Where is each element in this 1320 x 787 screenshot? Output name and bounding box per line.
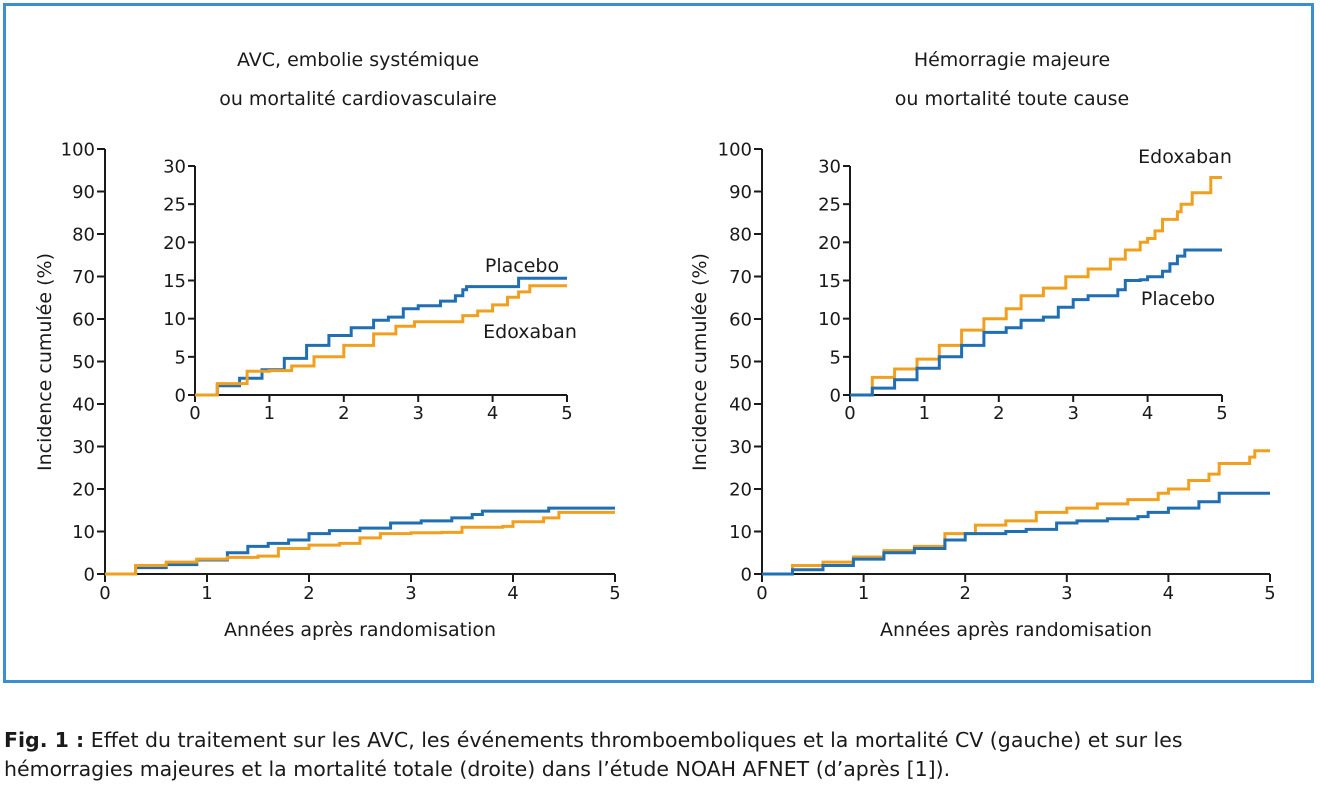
- main-y-tick-label: 60: [729, 309, 752, 330]
- inset-series-edoxaban: [195, 284, 567, 397]
- x-axis-label: Années après randomisation: [880, 619, 1152, 641]
- series-label-edoxaban: Edoxaban: [1138, 146, 1232, 168]
- caption-text: Effet du traitement sur les AVC, les évé…: [4, 728, 1183, 781]
- main-x-tick-label: 4: [507, 583, 518, 604]
- main-x-tick-label: 1: [858, 583, 869, 604]
- main-y-tick-label: 100: [61, 139, 95, 160]
- figure-caption: Fig. 1 : Effet du traitement sur les AVC…: [4, 726, 1316, 784]
- inset-y-tick-label: 5: [175, 347, 186, 368]
- inset-x-tick-label: 2: [338, 403, 349, 424]
- inset-y-tick-label: 0: [830, 385, 841, 406]
- main-y-tick-label: 80: [729, 224, 752, 245]
- series-label-edoxaban: Edoxaban: [483, 321, 577, 343]
- inset-x-tick-label: 1: [919, 403, 930, 424]
- chart-title-line: ou mortalité cardiovasculaire: [219, 88, 497, 110]
- series-label-placebo: Placebo: [485, 255, 559, 277]
- main-y-tick-label: 70: [729, 267, 752, 288]
- main-y-tick-label: 90: [729, 182, 752, 203]
- main-x-tick-label: 3: [405, 583, 416, 604]
- main-x-tick-label: 0: [756, 583, 767, 604]
- main-x-tick-label: 2: [959, 583, 970, 604]
- main-y-tick-label: 100: [718, 139, 752, 160]
- inset-y-tick-label: 20: [163, 233, 186, 254]
- main-x-tick-label: 0: [99, 583, 110, 604]
- main-series-placebo: [762, 491, 1270, 576]
- main-x-tick-label: 4: [1163, 583, 1174, 604]
- inset-y-tick-label: 0: [175, 385, 186, 406]
- panel-right: Hémorragie majeure ou mortalité toute cau…: [689, 49, 1276, 641]
- inset-x-tick-label: 5: [1216, 403, 1227, 424]
- inset-y-tick-label: 15: [818, 271, 841, 292]
- main-y-tick-label: 30: [72, 437, 95, 458]
- chart-title-line: AVC, embolie systémique: [237, 49, 479, 71]
- main-x-tick-label: 1: [201, 583, 212, 604]
- inset-y-tick-label: 25: [818, 195, 841, 216]
- inset-x-tick-label: 3: [1067, 403, 1078, 424]
- main-y-tick-label: 0: [741, 564, 752, 585]
- inset-y-tick-label: 30: [163, 156, 186, 177]
- main-y-tick-label: 20: [72, 479, 95, 500]
- inset-y-tick-label: 30: [818, 156, 841, 177]
- main-y-tick-label: 20: [729, 479, 752, 500]
- chart-title-line: Hémorragie majeure: [914, 49, 1110, 71]
- main-y-tick-label: 70: [72, 267, 95, 288]
- inset-x-tick-label: 0: [189, 403, 200, 424]
- main-y-tick-label: 50: [72, 352, 95, 373]
- inset-y-tick-label: 10: [818, 309, 841, 330]
- inset-x-tick-label: 5: [561, 403, 572, 424]
- figure-charts: AVC, embolie systémique ou mortalité card…: [34, 49, 1276, 641]
- main-x-tick-label: 5: [609, 583, 620, 604]
- main-x-tick-label: 5: [1264, 583, 1275, 604]
- main-y-tick-label: 40: [729, 394, 752, 415]
- main-x-tick-label: 2: [303, 583, 314, 604]
- inset-series-edoxaban: [850, 176, 1222, 397]
- main-y-tick-label: 90: [72, 182, 95, 203]
- inset-x-tick-label: 4: [487, 403, 498, 424]
- caption-label: Fig. 1 :: [4, 728, 85, 752]
- inset-x-tick-label: 3: [412, 403, 423, 424]
- inset-y-tick-label: 10: [163, 309, 186, 330]
- series-label-placebo: Placebo: [1141, 288, 1215, 310]
- main-y-tick-label: 80: [72, 224, 95, 245]
- inset-y-tick-label: 15: [163, 271, 186, 292]
- main-y-tick-label: 0: [84, 564, 95, 585]
- main-y-tick-label: 50: [729, 352, 752, 373]
- inset-x-tick-label: 0: [844, 403, 855, 424]
- chart-title-line: ou mortalité toute cause: [895, 88, 1130, 110]
- inset-x-tick-label: 1: [264, 403, 275, 424]
- main-y-tick-label: 60: [72, 309, 95, 330]
- y-axis-label: Incidence cumulée (%): [34, 253, 56, 471]
- figure-frame: [3, 3, 1314, 683]
- inset-y-tick-label: 20: [818, 233, 841, 254]
- inset-y-tick-label: 5: [830, 347, 841, 368]
- main-x-tick-label: 3: [1061, 583, 1072, 604]
- main-y-tick-label: 30: [729, 437, 752, 458]
- inset-y-tick-label: 25: [163, 195, 186, 216]
- inset-series-placebo: [850, 248, 1222, 397]
- panel-left: AVC, embolie systémique ou mortalité card…: [34, 49, 621, 641]
- main-y-tick-label: 40: [72, 394, 95, 415]
- inset-x-tick-label: 2: [993, 403, 1004, 424]
- main-y-tick-label: 10: [72, 522, 95, 543]
- x-axis-label: Années après randomisation: [224, 619, 496, 641]
- inset-x-tick-label: 4: [1142, 403, 1153, 424]
- y-axis-label: Incidence cumulée (%): [689, 253, 711, 471]
- main-series-edoxaban: [105, 510, 615, 576]
- main-y-tick-label: 10: [729, 522, 752, 543]
- main-series-edoxaban: [762, 449, 1270, 576]
